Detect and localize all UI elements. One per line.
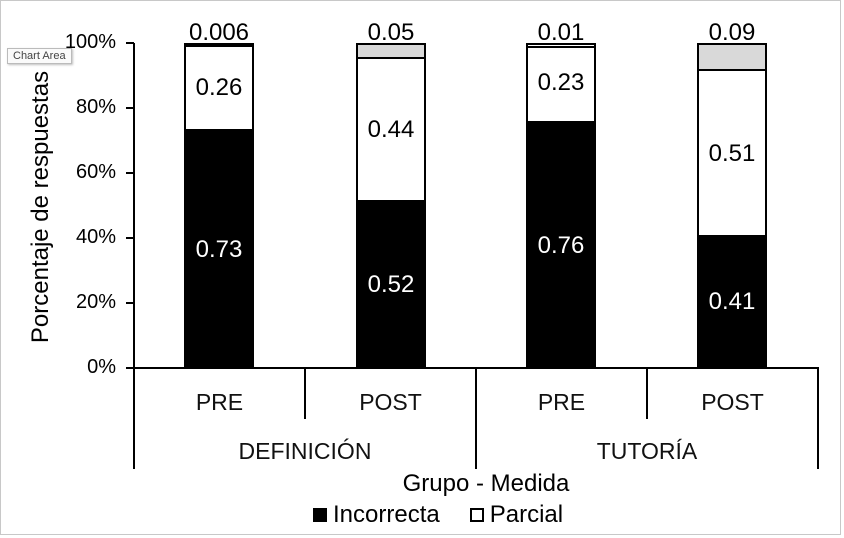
chart-area-tooltip: Chart Area	[7, 48, 72, 64]
legend-label: Incorrecta	[333, 501, 440, 528]
legend-swatch-white-icon	[469, 508, 484, 522]
y-tick	[126, 302, 134, 304]
x-axis-divider	[817, 368, 819, 469]
y-tick	[126, 237, 134, 239]
data-label: 0.76	[537, 232, 585, 259]
bar-segment-incorrecta[interactable]	[184, 129, 254, 369]
data-label: 0.73	[195, 236, 243, 263]
bar-segment-incorrecta[interactable]	[697, 235, 767, 369]
legend-item-parcial[interactable]: Parcial	[469, 501, 564, 529]
x-axis-divider	[646, 368, 648, 419]
x-group-label: DEFINICIÓN	[238, 438, 372, 464]
y-tick-label: 60%	[75, 161, 116, 183]
y-tick-label: 100%	[64, 31, 116, 53]
data-label: 0.23	[537, 69, 585, 96]
legend-swatch-black-icon	[313, 508, 327, 522]
bar-segment-parcial[interactable]	[526, 46, 596, 123]
bar-segment-other[interactable]	[526, 43, 596, 48]
bar-segment-other[interactable]	[697, 43, 767, 71]
data-label: 0.41	[708, 288, 756, 315]
bar-segment-incorrecta[interactable]	[356, 200, 426, 369]
legend-item-incorrecta[interactable]: Incorrecta	[313, 501, 440, 529]
x-category-label: POST	[701, 389, 764, 415]
x-category-label: PRE	[195, 389, 244, 415]
bar-segment-other[interactable]	[184, 43, 254, 47]
x-group-label: TUTORÍA	[596, 438, 698, 464]
x-axis-line	[126, 367, 819, 369]
data-label: 0.01	[537, 19, 585, 46]
x-axis-divider	[475, 368, 477, 469]
y-tick-label: 40%	[75, 226, 116, 248]
y-tick	[126, 42, 134, 44]
legend: Incorrecta Parcial	[313, 501, 563, 529]
y-tick-label: 0%	[87, 356, 116, 378]
data-label: 0.26	[195, 74, 243, 101]
x-axis-title: Grupo - Medida	[402, 470, 570, 497]
legend-label: Parcial	[489, 501, 564, 528]
x-axis-divider	[133, 368, 135, 469]
data-label: 0.52	[367, 271, 415, 298]
y-tick	[126, 107, 134, 109]
bar-segment-other[interactable]	[356, 43, 426, 59]
y-tick	[126, 172, 134, 174]
x-category-label: PRE	[537, 389, 586, 415]
data-label: 0.006	[188, 19, 250, 46]
x-axis-divider	[304, 368, 306, 419]
x-category-label: POST	[359, 389, 422, 415]
y-axis-line	[133, 43, 135, 369]
data-label: 0.05	[367, 19, 415, 46]
y-tick-label: 20%	[75, 291, 116, 313]
data-label: 0.51	[708, 140, 756, 167]
y-tick-label: 80%	[75, 96, 116, 118]
data-label: 0.09	[708, 19, 756, 46]
data-label: 0.44	[367, 116, 415, 143]
